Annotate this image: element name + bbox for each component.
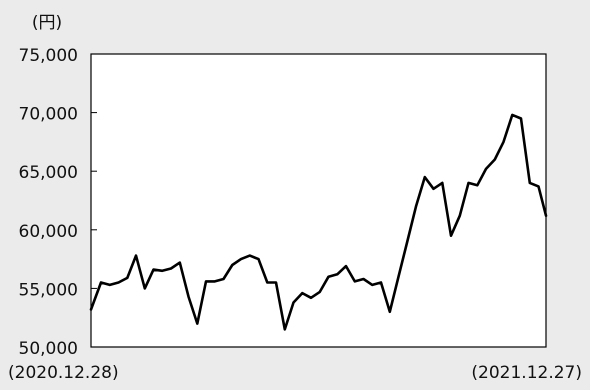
data-point — [380, 281, 382, 284]
data-point — [441, 182, 444, 184]
data-point — [170, 267, 172, 270]
data-point — [511, 114, 514, 116]
data-point — [362, 278, 365, 280]
y-tick-label: 50,000 — [19, 339, 78, 359]
data-point — [467, 182, 470, 184]
data-point — [336, 273, 339, 276]
y-tick-label: 55,000 — [19, 280, 78, 300]
data-point — [459, 214, 461, 217]
data-point — [179, 261, 181, 264]
data-point — [301, 292, 304, 294]
data-point — [109, 284, 111, 286]
data-point — [100, 281, 102, 284]
y-tick-label: 65,000 — [19, 163, 78, 183]
data-point — [354, 280, 356, 283]
data-point — [161, 270, 164, 272]
x-axis-start-label: (2020.12.28) — [8, 363, 119, 383]
data-points — [90, 114, 547, 331]
y-tick-label: 60,000 — [19, 222, 78, 242]
data-point — [319, 291, 321, 293]
data-point — [494, 158, 496, 161]
data-point — [345, 265, 347, 267]
data-point — [231, 264, 234, 266]
data-point — [135, 254, 137, 257]
y-tick-label: 75,000 — [19, 46, 78, 66]
data-point — [502, 141, 505, 143]
y-tick-label: 70,000 — [19, 105, 78, 125]
data-point — [537, 185, 540, 188]
data-point — [284, 328, 286, 331]
data-point — [310, 297, 312, 299]
data-point — [266, 281, 269, 284]
data-point — [397, 275, 400, 278]
data-point — [90, 308, 92, 311]
data-point — [196, 322, 199, 325]
data-point — [476, 184, 479, 187]
data-point — [450, 234, 452, 237]
data-point — [240, 258, 242, 260]
data-point — [415, 205, 417, 208]
data-point — [152, 268, 155, 271]
data-point — [520, 117, 522, 120]
data-point — [205, 280, 207, 283]
data-point — [371, 284, 374, 286]
data-point — [485, 168, 487, 170]
plot-area — [90, 53, 547, 348]
data-point — [214, 280, 216, 283]
data-point — [126, 277, 129, 279]
data-point — [292, 301, 295, 304]
data-point — [529, 182, 531, 184]
data-point — [222, 278, 225, 280]
data-point — [275, 281, 277, 284]
data-point — [257, 258, 260, 260]
data-point — [432, 188, 435, 190]
data-point — [117, 281, 120, 284]
data-point — [144, 287, 146, 290]
y-axis-ticks — [91, 53, 97, 348]
y-axis-unit-label: (円) — [32, 13, 62, 33]
x-axis-end-label: (2021.12.27) — [471, 363, 582, 383]
data-point — [187, 295, 190, 298]
data-point — [406, 240, 409, 243]
data-point — [389, 311, 391, 313]
data-point — [327, 275, 330, 278]
y-axis-labels: 50,000 55,000 60,000 65,000 70,000 75,000 — [19, 46, 78, 359]
data-point — [545, 214, 547, 217]
data-point — [424, 176, 426, 178]
data-point — [249, 254, 251, 257]
